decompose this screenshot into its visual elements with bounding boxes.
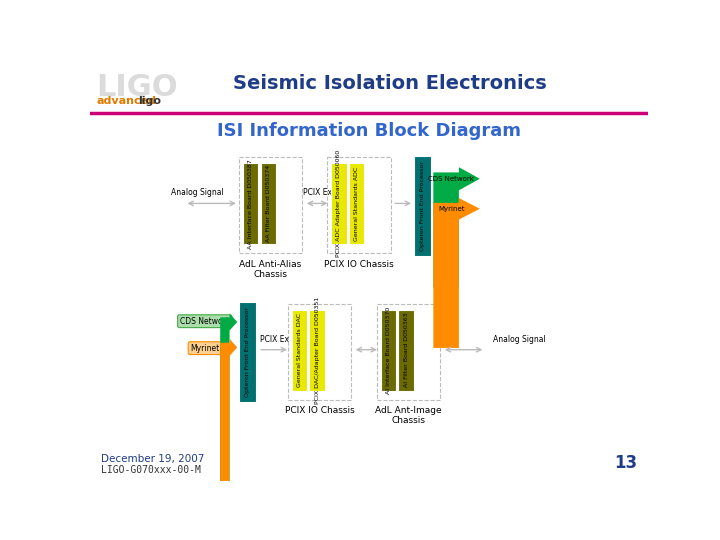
- Bar: [398, 309, 414, 390]
- Polygon shape: [433, 167, 480, 287]
- Polygon shape: [220, 339, 238, 540]
- Text: Analog Signal: Analog Signal: [493, 335, 546, 343]
- Text: AdL Anti-Alias
Chassis: AdL Anti-Alias Chassis: [240, 260, 302, 279]
- Text: Seismic Isolation Electronics: Seismic Isolation Electronics: [233, 74, 547, 93]
- Text: PCIX Ex: PCIX Ex: [260, 335, 289, 343]
- Text: AI Filter Board D050363: AI Filter Board D050363: [404, 313, 409, 387]
- Text: Myrinet: Myrinet: [190, 343, 220, 353]
- Text: December 19, 2007: December 19, 2007: [101, 454, 204, 464]
- Bar: [377, 303, 441, 400]
- Text: LIGO-G070xxx-00-M: LIGO-G070xxx-00-M: [101, 465, 201, 475]
- Polygon shape: [220, 314, 238, 540]
- Bar: [239, 302, 256, 402]
- Bar: [310, 309, 325, 390]
- Text: Opteron Front End Processor: Opteron Front End Processor: [420, 161, 425, 251]
- Bar: [261, 164, 276, 244]
- Bar: [349, 164, 364, 244]
- Text: LIGO: LIGO: [96, 72, 178, 102]
- Text: ISI Information Block Diagram: ISI Information Block Diagram: [217, 122, 521, 140]
- Bar: [239, 157, 302, 253]
- Text: 13: 13: [614, 454, 637, 471]
- Text: Opteron Front End Processor: Opteron Front End Processor: [245, 307, 250, 397]
- Polygon shape: [433, 198, 480, 348]
- Text: AA Filter Board D050374: AA Filter Board D050374: [266, 165, 271, 242]
- Text: AI Interface Board D050370: AI Interface Board D050370: [386, 307, 391, 394]
- Bar: [243, 164, 258, 244]
- Text: PCIX ADC Adapter Board D050060: PCIX ADC Adapter Board D050060: [336, 150, 341, 258]
- Text: General Standards ADC: General Standards ADC: [354, 167, 359, 241]
- Text: CDS Network: CDS Network: [179, 316, 230, 326]
- Bar: [331, 164, 346, 244]
- Text: AA Interface Board D050387: AA Interface Board D050387: [248, 159, 253, 248]
- Text: ligo: ligo: [138, 96, 161, 106]
- Bar: [287, 303, 351, 400]
- Text: Myrinet: Myrinet: [438, 206, 464, 212]
- Text: PCIX Ex: PCIX Ex: [302, 188, 332, 197]
- Bar: [292, 309, 307, 390]
- Text: Analog Signal: Analog Signal: [171, 188, 223, 197]
- Text: CDS Network: CDS Network: [428, 176, 474, 182]
- Text: PCIX IO Chassis: PCIX IO Chassis: [324, 260, 394, 268]
- Bar: [414, 156, 431, 256]
- Bar: [327, 157, 391, 253]
- Text: PCIX IO Chassis: PCIX IO Chassis: [284, 406, 354, 415]
- Text: advanced: advanced: [96, 96, 156, 106]
- Text: General Standards DAC: General Standards DAC: [297, 313, 302, 387]
- Text: PCIX DAC/Adapter Board D050351: PCIX DAC/Adapter Board D050351: [315, 296, 320, 404]
- Bar: [381, 309, 396, 390]
- Text: AdL Ant-Image
Chassis: AdL Ant-Image Chassis: [375, 406, 442, 426]
